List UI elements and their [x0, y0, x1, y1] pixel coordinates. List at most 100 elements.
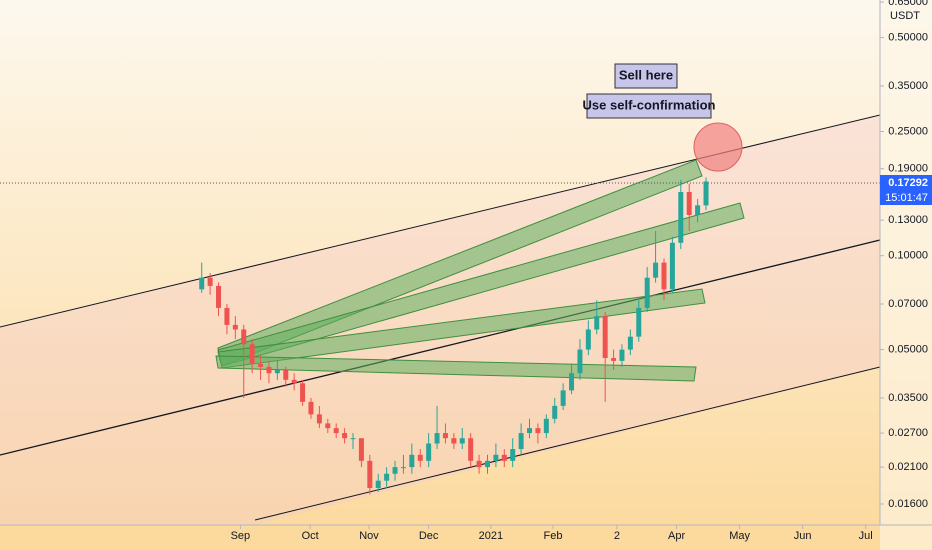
- x-tick-label: May: [729, 530, 750, 542]
- y-tick-label: 0.35000: [888, 80, 928, 92]
- candle-body: [669, 242, 675, 290]
- candle-body: [291, 379, 297, 384]
- candle-body: [678, 191, 684, 243]
- candle-body: [367, 460, 373, 489]
- candle-body: [703, 181, 709, 206]
- channel-fill: [0, 115, 880, 525]
- candle-body: [552, 405, 558, 419]
- candle-body: [518, 433, 524, 450]
- channel-middle: [0, 239, 881, 456]
- candle-body: [333, 428, 339, 434]
- candle-body: [224, 307, 230, 325]
- candle-body: [569, 373, 575, 391]
- candle-body: [442, 433, 448, 439]
- candle-body: [468, 438, 474, 461]
- candle-body: [661, 262, 667, 290]
- plot: [199, 177, 709, 495]
- candle-body: [375, 480, 381, 489]
- last-price: 0.17292: [888, 177, 928, 189]
- candle-body: [384, 473, 390, 481]
- x-tick-label: Oct: [302, 530, 319, 542]
- candle-body: [342, 433, 348, 439]
- candle-body: [316, 414, 322, 424]
- candle-body: [627, 336, 633, 350]
- candle-body: [602, 316, 608, 358]
- candle-body: [476, 460, 482, 468]
- note: Use self-confirmation: [583, 97, 716, 112]
- note: Sell here: [619, 67, 673, 82]
- candle-body: [392, 467, 398, 474]
- last-price-badge: [880, 175, 932, 205]
- sell-zone: [693, 122, 743, 172]
- price-axis: [880, 0, 932, 550]
- candle-body: [510, 449, 516, 461]
- y-tick-label: 0.10000: [888, 250, 928, 262]
- candle-body: [232, 324, 238, 330]
- candle-body: [653, 262, 659, 278]
- x-tick-label: Feb: [544, 530, 563, 542]
- x-tick-label: Jul: [859, 530, 873, 542]
- candle-body: [535, 428, 541, 434]
- candle-body: [619, 349, 625, 361]
- y-tick-label: 0.03500: [888, 392, 928, 404]
- currency: USDT: [890, 10, 920, 22]
- candle-body: [266, 366, 272, 374]
- y-tick-label: 0.25000: [888, 125, 928, 137]
- candle-body: [426, 443, 432, 461]
- fan-band: [215, 355, 697, 382]
- x-tick-label: Apr: [668, 530, 685, 542]
- candle-body: [560, 390, 566, 406]
- candle-body: [484, 460, 490, 468]
- candle-body: [493, 454, 499, 461]
- candle-body: [325, 423, 331, 429]
- channel-lower: [254, 366, 881, 521]
- x-tick-label: Dec: [419, 530, 439, 542]
- candle-body: [409, 454, 415, 468]
- candle-body: [249, 344, 255, 364]
- x-tick-label: Sep: [231, 530, 251, 542]
- y-tick-label: 0.19000: [888, 163, 928, 175]
- y-tick-label: 0.01600: [888, 498, 928, 510]
- candle-body: [644, 277, 650, 308]
- note-box: [586, 93, 712, 119]
- y-tick-label: 0.50000: [888, 32, 928, 44]
- note-box: [614, 63, 678, 89]
- candle-body: [241, 329, 247, 345]
- x-tick-label: 2021: [479, 530, 503, 542]
- candle-body: [216, 285, 222, 308]
- y-tick-label: 0.65000: [888, 0, 928, 8]
- fan-bands: [215, 159, 745, 382]
- candle-body: [527, 428, 533, 434]
- candle-body: [585, 329, 591, 350]
- candle-body: [695, 205, 701, 216]
- candle-body: [577, 349, 583, 374]
- candle-body: [686, 191, 692, 216]
- y-tick-label: 0.02700: [888, 427, 928, 439]
- x-tick-label: Nov: [359, 530, 379, 542]
- candle-body: [501, 454, 507, 461]
- y-tick-label: 0.13000: [888, 214, 928, 226]
- candle-body: [434, 433, 440, 444]
- candle-body: [358, 438, 364, 461]
- candle-body: [258, 363, 264, 367]
- candle-body: [207, 277, 213, 286]
- x-tick-label: Jun: [794, 530, 812, 542]
- candle-body: [199, 277, 205, 290]
- candle-body: [350, 438, 356, 440]
- candle-body: [543, 418, 549, 434]
- candle-body: [636, 307, 642, 337]
- candle-body: [308, 401, 314, 415]
- x-tick-label: 2: [614, 530, 620, 542]
- candle-body: [283, 370, 289, 380]
- y-tick-label: 0.05000: [888, 343, 928, 355]
- candle-body: [451, 438, 457, 444]
- candle-body: [459, 438, 465, 444]
- candle-body: [611, 357, 617, 361]
- countdown: 15:01:47: [885, 192, 928, 204]
- y-tick-label: 0.07000: [888, 298, 928, 310]
- candle-body: [594, 316, 600, 330]
- candle-body: [400, 467, 406, 469]
